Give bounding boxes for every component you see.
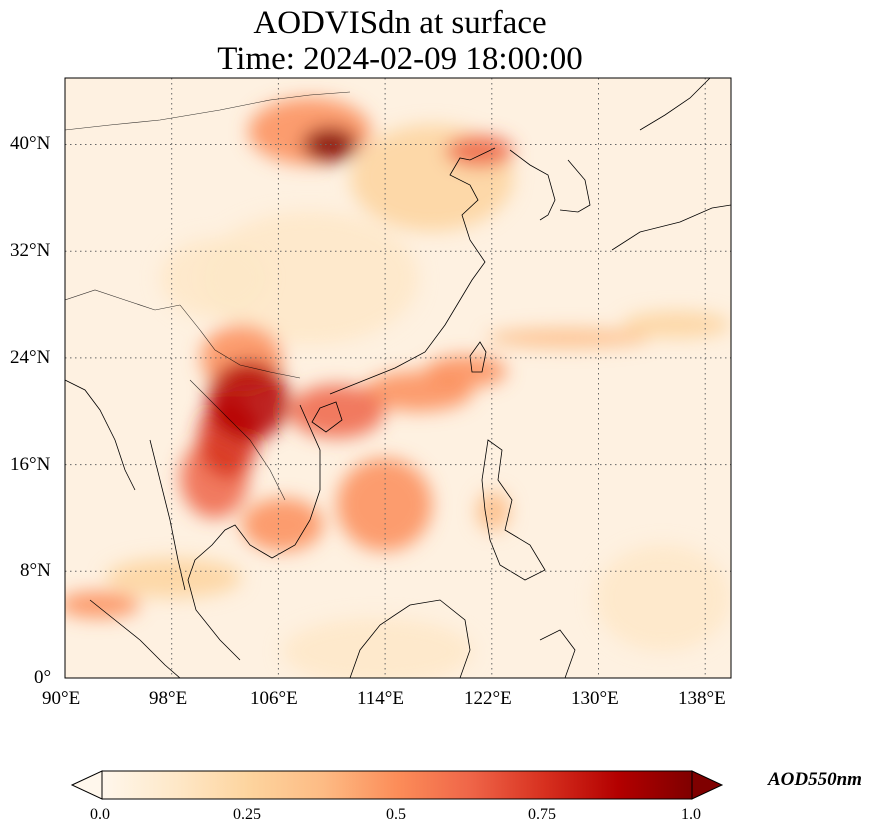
borneo: [349, 599, 471, 678]
myanmar-coast: [149, 439, 186, 591]
indochina-border: [189, 379, 286, 501]
colorbar-gradient: [101, 770, 693, 800]
y-tick-label: 8°N: [20, 560, 51, 581]
colorbar-extend-max: [691, 770, 724, 800]
aod-feature: [160, 238, 269, 318]
japan-coast: [611, 204, 731, 251]
aod-feature: [289, 384, 385, 439]
y-tick-label: 16°N: [10, 454, 51, 475]
korea-east-coast: [559, 159, 591, 213]
colorbar-label: AOD550nm: [768, 769, 862, 790]
china-india-border: [65, 289, 181, 311]
map-area: [65, 78, 731, 678]
aod-feature: [241, 498, 324, 552]
indochina-coast: [187, 404, 321, 661]
japan-north-coast: [639, 78, 711, 131]
x-tick-label: 122°E: [464, 688, 512, 709]
aod-feature: [105, 558, 242, 598]
aod-feature: [476, 491, 510, 532]
coastlines: [65, 78, 731, 678]
sumatra: [89, 599, 181, 678]
philippines: [481, 439, 546, 581]
hainan: [311, 401, 343, 433]
colorbar-tick-label: 0.5: [386, 806, 406, 823]
taiwan: [469, 341, 487, 373]
x-tick-label: 138°E: [678, 688, 726, 709]
y-tick-label: 32°N: [10, 240, 51, 261]
colorbar-extend-min: [70, 770, 103, 800]
chart-title-line2: Time: 2024-02-09 18:00:00: [217, 41, 583, 77]
borders: [65, 91, 351, 501]
aod-field: [65, 98, 731, 678]
x-tick-label: 130°E: [571, 688, 619, 709]
aod-feature: [622, 311, 731, 338]
bay-of-bengal-coast: [65, 379, 136, 491]
aod-feature: [200, 211, 419, 345]
colorbar-tick-label: 0.75: [528, 806, 556, 823]
china-coast: [329, 147, 496, 395]
aod-feature: [336, 458, 432, 552]
aod-feature: [207, 360, 290, 441]
map-frame: [64, 77, 732, 679]
aod-feature: [595, 544, 731, 652]
korea-coast: [509, 149, 556, 221]
colorbar: [70, 770, 724, 800]
aod-feature: [364, 371, 473, 412]
x-tick-label: 90°E: [42, 688, 81, 709]
chart-title-line1: AODVISdn at surface: [253, 5, 547, 41]
colorbar-tick-label: 1.0: [681, 806, 701, 823]
gridlines: [65, 78, 731, 678]
mongolia-border: [65, 91, 351, 131]
aod-feature: [445, 135, 514, 168]
aod-feature: [65, 591, 140, 618]
x-tick-label: 106°E: [250, 688, 298, 709]
y-tick-label: 0°: [34, 667, 52, 688]
y-tick-label: 40°N: [10, 133, 51, 154]
china-sea-border: [179, 304, 301, 379]
aod-feature: [282, 618, 473, 678]
x-tick-label: 114°E: [357, 688, 404, 709]
sulawesi: [539, 629, 576, 678]
y-tick-label: 24°N: [10, 347, 51, 368]
colorbar-tick-label: 0.25: [233, 806, 261, 823]
x-tick-label: 98°E: [149, 688, 188, 709]
aod-feature: [486, 328, 650, 348]
colorbar-tick-label: 0.0: [90, 806, 110, 823]
